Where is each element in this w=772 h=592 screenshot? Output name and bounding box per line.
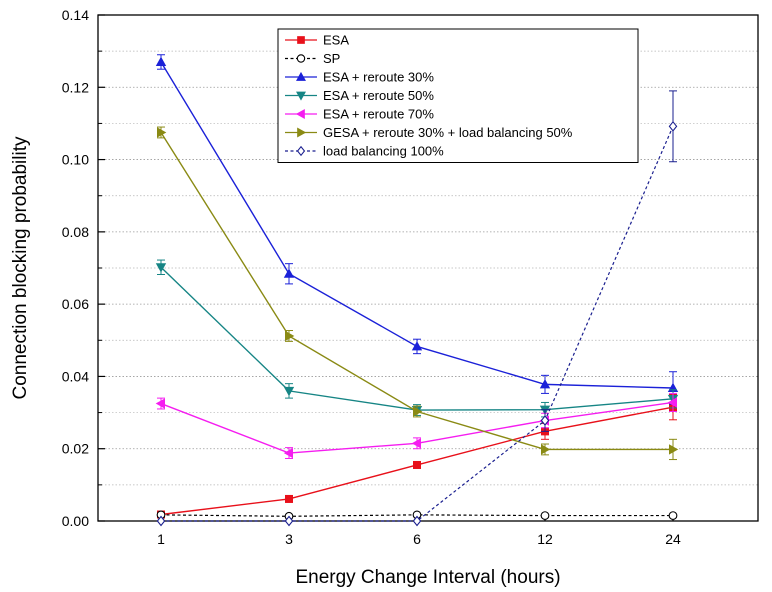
data-point bbox=[667, 397, 677, 408]
y-tick-label: 0.00 bbox=[62, 513, 89, 529]
data-point bbox=[411, 341, 423, 351]
x-tick-label: 6 bbox=[413, 531, 421, 547]
data-point bbox=[283, 386, 295, 397]
legend-label: ESA + reroute 50% bbox=[323, 88, 434, 103]
data-point bbox=[668, 120, 678, 132]
y-tick-label: 0.10 bbox=[62, 152, 89, 168]
legend-label: ESA + reroute 30% bbox=[323, 70, 434, 85]
series-esa-reroute-50 bbox=[155, 259, 679, 418]
legend-marker bbox=[296, 71, 306, 81]
data-point bbox=[283, 447, 294, 459]
x-tick-label: 12 bbox=[537, 531, 553, 547]
legend-marker bbox=[296, 91, 306, 101]
y-axis-title: Connection blocking probability bbox=[10, 136, 31, 399]
series-line bbox=[160, 514, 673, 517]
legend-marker bbox=[297, 36, 305, 44]
data-point bbox=[156, 127, 167, 138]
series-load-balancing-100 bbox=[156, 90, 678, 527]
data-point bbox=[540, 511, 550, 520]
legend-entry: GESA + reroute 30% + load balancing 50% bbox=[285, 125, 573, 140]
data-point bbox=[412, 515, 422, 527]
legend-label: ESA + reroute 70% bbox=[323, 107, 434, 122]
series-gesa-reroute-30-load-balancing-50 bbox=[156, 126, 679, 461]
legend-entry: ESA + reroute 50% bbox=[285, 88, 434, 103]
data-point bbox=[668, 511, 678, 520]
legend-marker bbox=[297, 127, 307, 138]
data-point bbox=[155, 398, 166, 409]
x-tick-label: 24 bbox=[665, 531, 681, 547]
data-point bbox=[284, 494, 293, 503]
y-tick-label: 0.04 bbox=[62, 368, 89, 384]
legend-marker bbox=[295, 109, 305, 119]
data-point bbox=[539, 379, 551, 389]
data-point bbox=[412, 460, 421, 469]
y-tick-label: 0.02 bbox=[62, 441, 89, 457]
data-point bbox=[669, 444, 679, 455]
data-point bbox=[155, 56, 167, 66]
legend-label: load balancing 100% bbox=[323, 144, 444, 159]
data-point bbox=[541, 444, 551, 455]
legend-marker bbox=[296, 54, 306, 63]
legend-label: ESA bbox=[323, 33, 349, 48]
data-point bbox=[156, 515, 166, 527]
legend-label: SP bbox=[323, 51, 340, 66]
y-axis: 0.00 0.02 0.04 0.06 0.08 0.10 0.12 0.14 bbox=[62, 7, 105, 529]
series-line bbox=[160, 266, 674, 411]
legend-box bbox=[277, 28, 639, 163]
legend-entry: ESA bbox=[285, 33, 349, 48]
legend-entry: ESA + reroute 70% bbox=[285, 107, 434, 122]
data-point bbox=[283, 268, 295, 278]
data-point bbox=[155, 263, 167, 273]
legend-entry: ESA + reroute 30% bbox=[285, 70, 434, 85]
legend-entry: SP bbox=[285, 51, 340, 66]
x-tick-label: 3 bbox=[285, 531, 293, 547]
data-point bbox=[411, 438, 422, 449]
y-tick-label: 0.06 bbox=[62, 296, 89, 312]
series-line bbox=[160, 132, 673, 451]
y-tick-label: 0.12 bbox=[62, 79, 89, 95]
legend-label: GESA + reroute 30% + load balancing 50% bbox=[323, 125, 573, 140]
x-tick-label: 1 bbox=[157, 531, 165, 547]
data-point bbox=[412, 406, 423, 417]
legend-entry: load balancing 100% bbox=[285, 144, 444, 159]
data-point bbox=[284, 330, 295, 342]
series-line bbox=[160, 406, 674, 516]
legend: ESA SP ESA + reroute 30% ESA + reroute 50% E… bbox=[277, 28, 639, 163]
data-point bbox=[540, 415, 550, 426]
data-point bbox=[284, 515, 294, 527]
series-layer bbox=[155, 54, 679, 527]
x-axis-title: Energy Change Interval (hours) bbox=[295, 567, 560, 588]
y-tick-label: 0.08 bbox=[62, 224, 89, 240]
legend-marker bbox=[296, 145, 306, 157]
y-tick-label: 0.14 bbox=[62, 7, 89, 23]
